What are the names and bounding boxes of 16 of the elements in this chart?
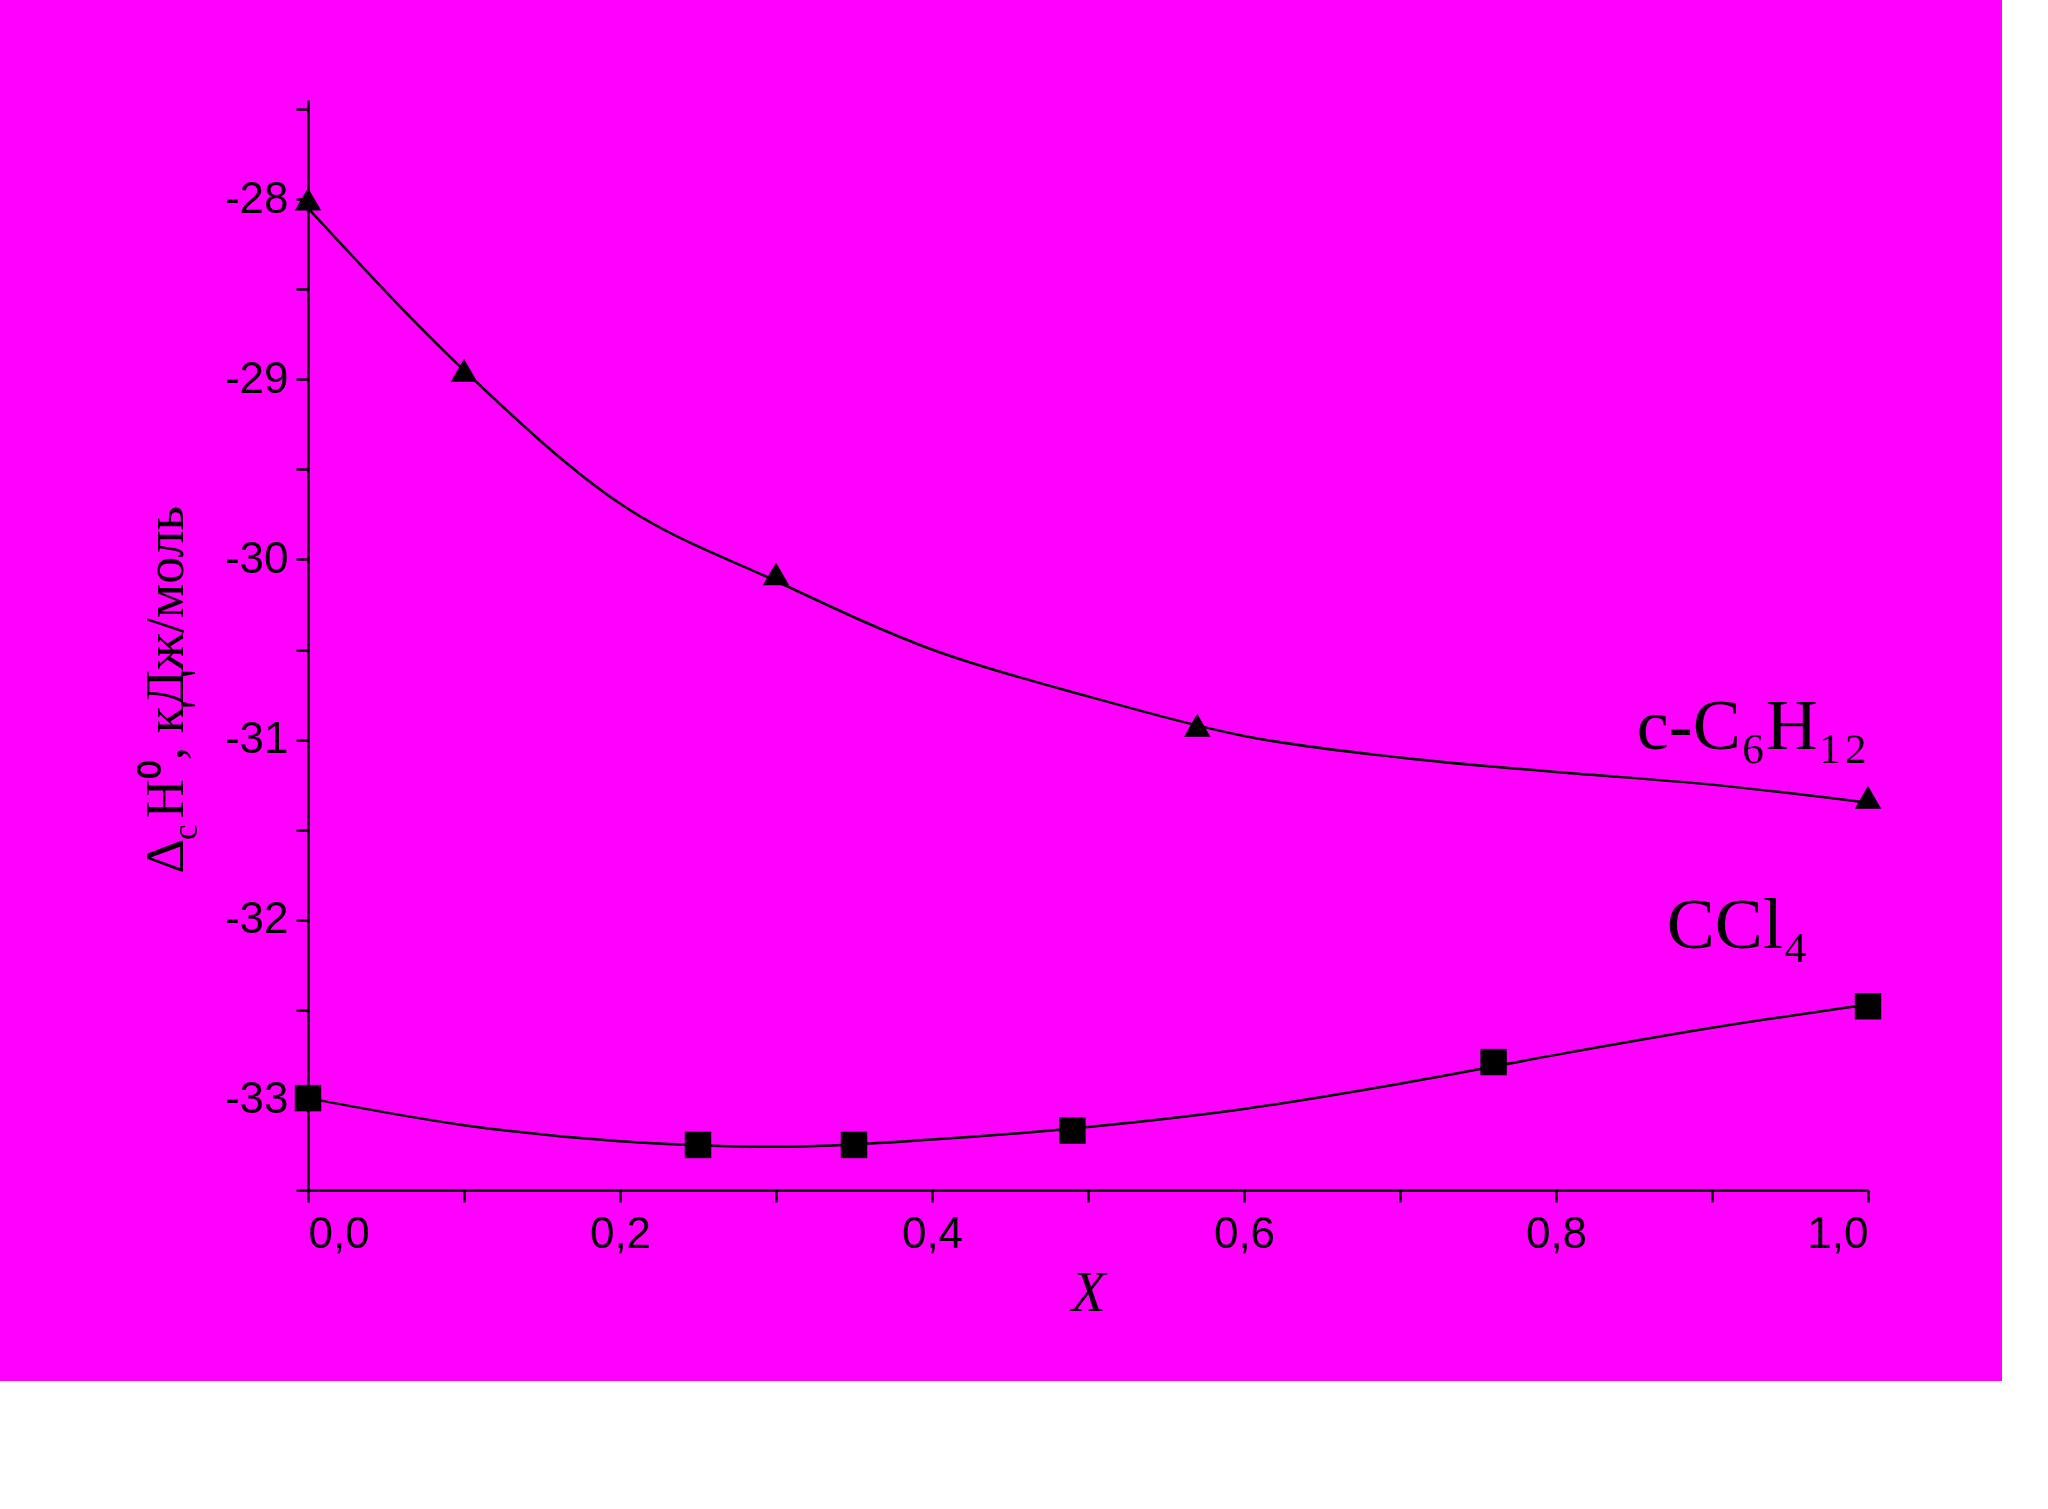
x-tick-label: 0,0 [308, 1207, 370, 1257]
y-tick-label: -30 [224, 532, 289, 582]
x-tick-label: 0,4 [901, 1207, 964, 1257]
x-axis-title: X [1069, 1260, 1109, 1323]
x-tick-label: 0,8 [1525, 1207, 1588, 1257]
series-label: c-C₆H₁₂ [1636, 685, 1868, 766]
y-tick-label: -33 [224, 1073, 289, 1123]
y-axis-title: ΔcH⁰, кДж/моль [135, 505, 205, 874]
y-tick-label: -31 [224, 713, 289, 763]
y-tick-label: -28 [224, 172, 289, 222]
y-tick-label: -29 [224, 352, 289, 402]
x-tick-label: 0,6 [1213, 1207, 1276, 1257]
series-label: CCl₄ [1666, 884, 1808, 965]
x-tick-label: 0,2 [589, 1207, 652, 1257]
y-tick-label: -32 [224, 893, 289, 943]
x-tick-label: 1,0 [1807, 1207, 1869, 1257]
